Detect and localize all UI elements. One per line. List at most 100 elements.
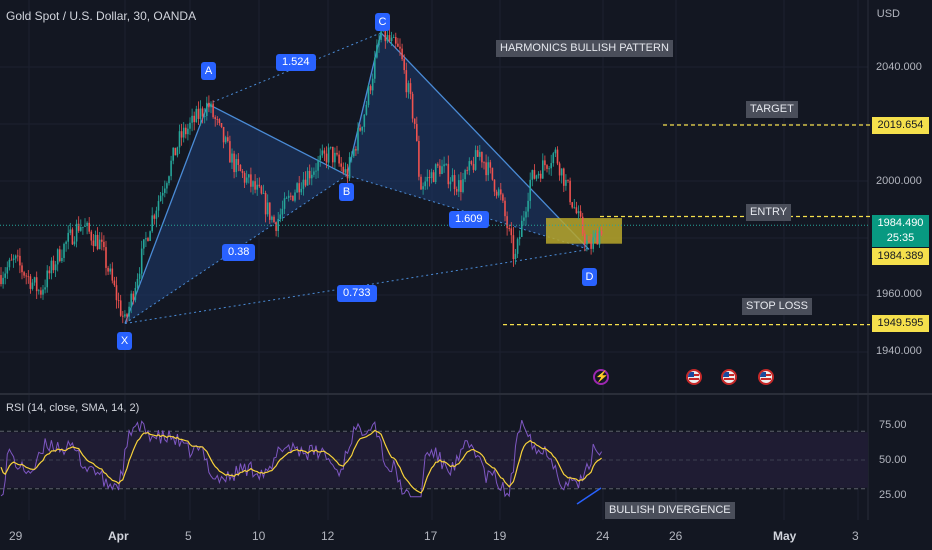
candle-body [155, 210, 158, 219]
point-b-label[interactable]: B [339, 183, 354, 201]
current-price: 1984.490 [877, 217, 924, 229]
candle-body [254, 181, 256, 190]
us-flag-icon[interactable] [758, 369, 774, 385]
candle-body [140, 248, 143, 274]
candle-body [487, 162, 489, 176]
stop-price-tag: 1949.595 [872, 315, 929, 332]
candle-body [294, 192, 296, 201]
divergence-note[interactable]: BULLISH DIVERGENCE [605, 502, 735, 519]
candle-body [571, 202, 573, 208]
us-flag-icon[interactable] [721, 369, 737, 385]
price-levels [0, 124, 870, 326]
candle-body [243, 173, 246, 183]
candle-body [84, 226, 86, 227]
candle-body [512, 235, 515, 260]
currency-label: USD [876, 8, 900, 20]
candle-body [546, 165, 548, 169]
candle-body [159, 195, 162, 202]
candle-body [88, 222, 90, 232]
candle-body [101, 239, 103, 242]
candle-body [94, 234, 97, 247]
x-tick: 5 [185, 529, 192, 543]
candle-body [409, 83, 412, 94]
candle-body [2, 277, 4, 285]
candle-body [405, 70, 408, 93]
candle-body [428, 176, 431, 179]
candle-body [189, 122, 191, 129]
candle-body [500, 189, 502, 195]
point-d-label[interactable]: D [582, 268, 597, 286]
candle-body [304, 179, 307, 186]
candle-body [504, 200, 506, 217]
candle-body [52, 260, 55, 271]
x-tick: 29 [9, 529, 23, 543]
candle-body [19, 255, 21, 266]
candle-body [77, 223, 80, 231]
us-flag-icon[interactable] [686, 369, 702, 385]
ratio-bd-label[interactable]: 1.609 [449, 211, 489, 228]
candle-body [218, 119, 221, 123]
candle-body [23, 272, 25, 276]
candle-body [592, 237, 594, 249]
candle-body [380, 31, 382, 40]
lightning-icon[interactable]: ⚡ [593, 369, 609, 385]
candle-body [483, 162, 485, 164]
chart-title: Gold Spot / U.S. Dollar, 30, OANDA [6, 9, 197, 23]
candle-body [340, 163, 342, 167]
candle-body [164, 188, 166, 193]
target-note[interactable]: TARGET [746, 101, 798, 118]
candle-body [453, 175, 456, 190]
rsi-tick-25: 25.00 [879, 489, 907, 501]
candle-body [187, 128, 189, 135]
rsi-tick-75: 75.00 [879, 419, 907, 431]
pattern-fill-xab [125, 104, 347, 324]
candle-body [462, 179, 464, 193]
ratio-xd-label[interactable]: 0.733 [337, 285, 377, 302]
candle-body [369, 86, 372, 91]
candle-body [281, 208, 284, 215]
ratio-ac-label[interactable]: 1.524 [276, 54, 316, 71]
candle-body [371, 78, 374, 91]
candle-body [191, 115, 193, 123]
candle-body [182, 127, 185, 138]
point-c-label[interactable]: C [375, 13, 390, 31]
candle-body [256, 184, 258, 190]
candle-body [378, 39, 380, 46]
entry-note[interactable]: ENTRY [746, 204, 792, 221]
candle-body [195, 108, 198, 123]
candle-body [92, 240, 95, 247]
pattern-note[interactable]: HARMONICS BULLISH PATTERN [496, 40, 673, 57]
candle-body [384, 25, 387, 42]
candle-body [216, 118, 219, 120]
candle-body [552, 153, 555, 164]
bar-countdown: 25:35 [886, 232, 915, 244]
candle-body [44, 287, 46, 290]
candle-body [577, 211, 580, 214]
candle-body [510, 228, 513, 236]
rsi-lines [0, 419, 603, 505]
candle-body [365, 104, 368, 115]
candle-body [594, 233, 597, 238]
y-tick-2000: 2000.000 [876, 175, 922, 187]
candle-body [229, 141, 231, 163]
candle-body [558, 163, 561, 176]
candle-body [420, 176, 422, 190]
candle-body [544, 160, 546, 166]
rsi-title: RSI (14, close, SMA, 14, 2) [6, 402, 140, 414]
candle-body [237, 159, 240, 165]
point-a-label[interactable]: A [201, 62, 216, 80]
candle-body [401, 48, 403, 60]
candle-body [61, 257, 63, 262]
candle-body [327, 147, 330, 163]
stop-loss-note[interactable]: STOP LOSS [742, 298, 812, 315]
ratio-ab-label[interactable]: 0.38 [222, 244, 256, 261]
candle-body [128, 306, 130, 317]
candle-body [403, 59, 405, 71]
candle-body [227, 137, 229, 142]
candle-body [300, 188, 303, 193]
rsi-tick-50: 50.00 [879, 454, 907, 466]
candle-body [485, 162, 487, 176]
point-x-label[interactable]: X [117, 332, 132, 350]
candle-body [399, 46, 401, 49]
